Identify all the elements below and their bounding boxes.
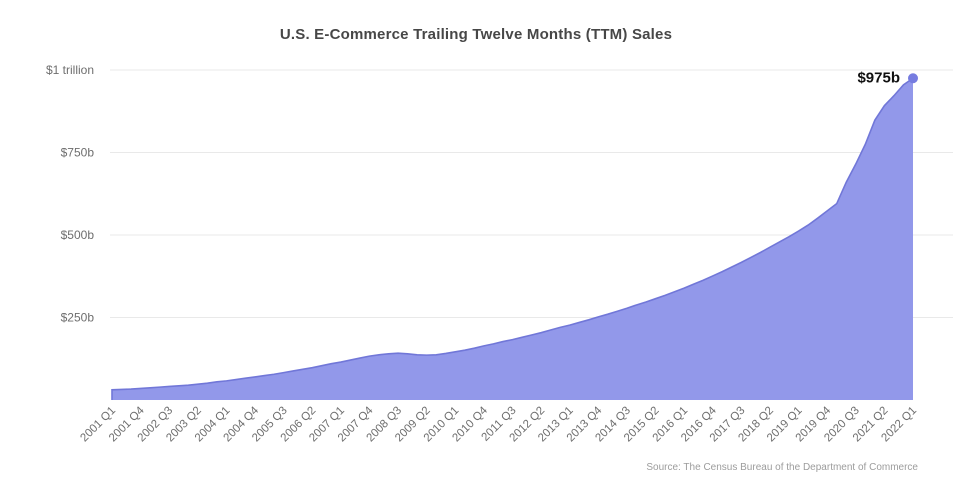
y-tick-label-250b: $250b (61, 311, 95, 325)
area-line (111, 77, 914, 400)
end-value-label: $975b (857, 69, 900, 86)
y-axis-labels: $1 trillion $750b $500b $250b (46, 63, 94, 325)
source-note: Source: The Census Bureau of the Departm… (646, 462, 918, 473)
chart-title: U.S. E-Commerce Trailing Twelve Months (… (280, 26, 672, 43)
y-tick-label-1-trillion: $1 trillion (46, 63, 94, 77)
y-tick-label-750b: $750b (61, 146, 95, 160)
end-point-marker (908, 73, 918, 84)
area-fill (112, 78, 913, 400)
y-tick-label-500b: $500b (61, 228, 95, 242)
